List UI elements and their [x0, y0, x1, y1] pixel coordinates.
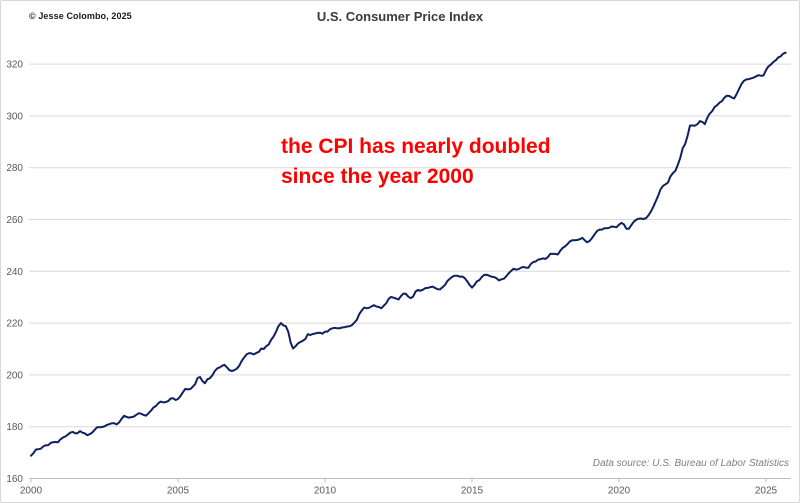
y-tick-label: 220 — [6, 319, 23, 330]
cpi-series-line — [30, 51, 787, 457]
chart-title: U.S. Consumer Price Index — [316, 9, 484, 24]
data-source-note: Data source: U.S. Bureau of Labor Statis… — [592, 458, 789, 469]
y-tick-label: 180 — [6, 422, 23, 433]
x-tick-label: 2010 — [314, 486, 337, 497]
annotation-line-1: the CPI has nearly doubled — [281, 135, 551, 158]
y-tick-label: 160 — [6, 474, 23, 485]
y-tick-label: 240 — [6, 267, 23, 278]
x-tick-label: 2025 — [755, 486, 778, 497]
chart-copyright: © Jesse Colombo, 2025 — [29, 11, 132, 21]
y-tick-label: 280 — [6, 163, 23, 174]
x-tick-label: 2020 — [608, 486, 631, 497]
y-tick-label: 260 — [6, 215, 23, 226]
x-tick-label: 2015 — [461, 486, 484, 497]
y-tick-label: 300 — [6, 111, 23, 122]
y-tick-label: 320 — [6, 60, 23, 71]
x-tick-label: 2000 — [20, 486, 43, 497]
annotation-text: the CPI has nearly doubled since the yea… — [281, 132, 551, 192]
annotation-line-2: since the year 2000 — [281, 165, 474, 188]
x-tick-label: 2005 — [167, 486, 190, 497]
y-tick-label: 200 — [6, 370, 23, 381]
